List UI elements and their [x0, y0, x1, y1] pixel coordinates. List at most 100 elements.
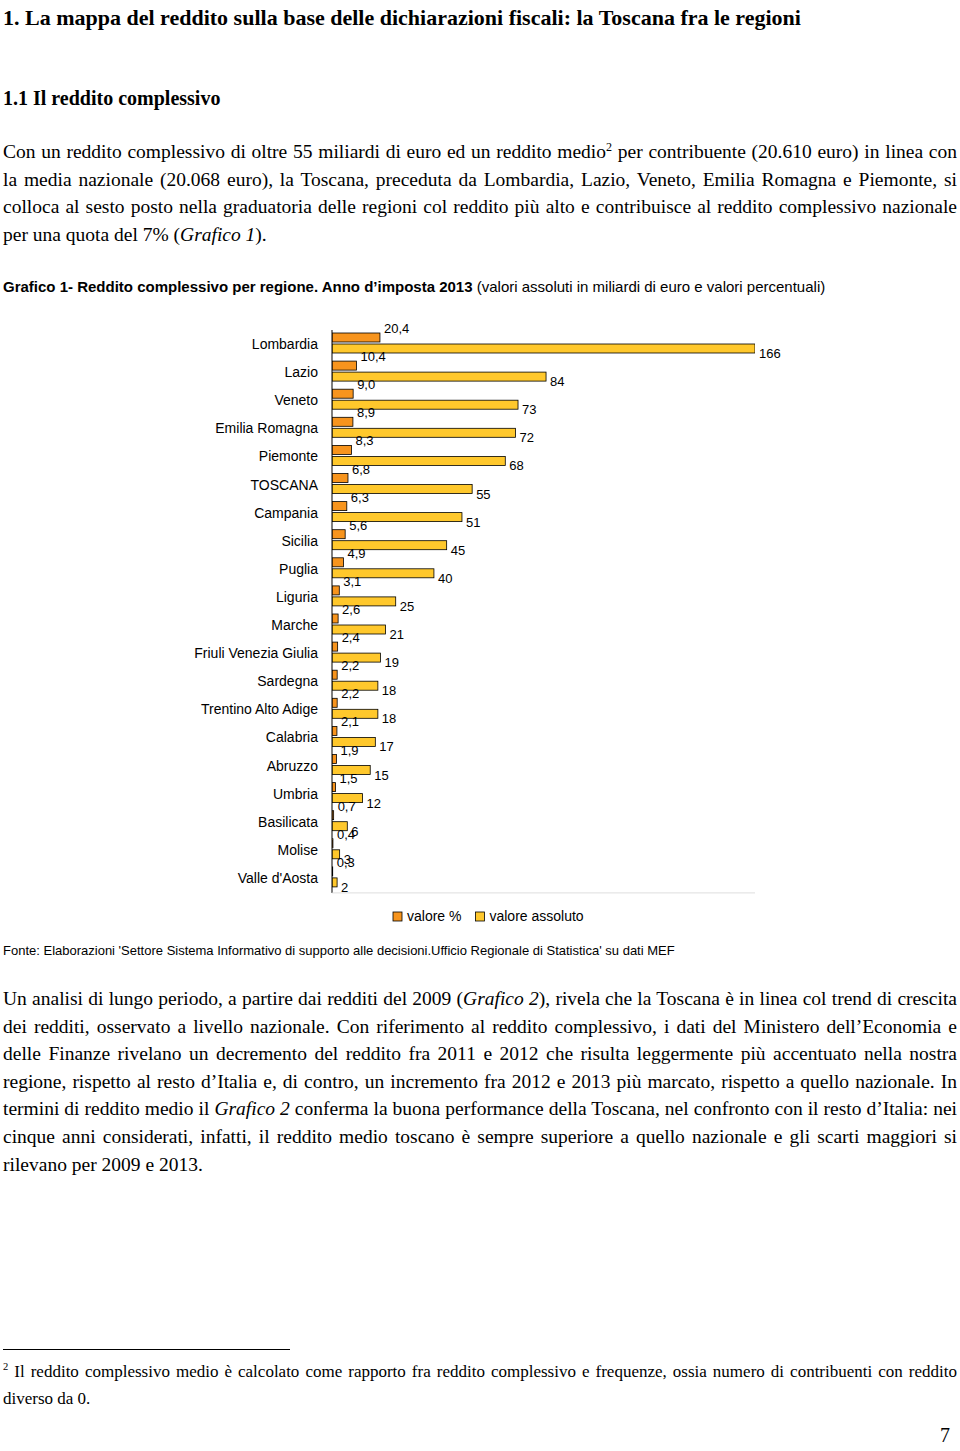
category-label: Lombardia — [252, 336, 318, 352]
data-label: 6,3 — [351, 490, 369, 505]
data-label: 3,1 — [343, 574, 361, 589]
bar — [332, 333, 380, 342]
bar — [332, 670, 337, 679]
data-label: 73 — [522, 402, 536, 417]
data-label: 8,9 — [357, 405, 375, 420]
data-label: 2,2 — [341, 658, 359, 673]
data-label: 40 — [438, 571, 452, 586]
page: {"heading": "1. La mappa del reddito sul… — [0, 0, 960, 1451]
page-number: 7 — [940, 1424, 950, 1447]
value-axis-line — [332, 892, 755, 893]
text-run: Grafico 1 — [180, 224, 255, 245]
data-label: 6,8 — [352, 462, 370, 477]
source: Fonte: Elaborazioni 'Settore Sistema Inf… — [3, 942, 957, 960]
bar — [332, 417, 353, 426]
category-label: TOSCANA — [251, 477, 319, 493]
subheading: 1.1 Il reddito complessivo — [3, 84, 957, 112]
legend: valore % valore assoluto — [393, 908, 584, 924]
text-run: Con un reddito complessivo di oltre 55 m… — [3, 141, 606, 162]
data-label: 3 — [344, 852, 351, 867]
legend-label: valore assoluto — [489, 908, 583, 924]
superscript: 2 — [606, 140, 612, 154]
data-label: 1,9 — [340, 743, 358, 758]
category-label: Veneto — [274, 392, 318, 408]
category-label: Campania — [254, 505, 318, 521]
text-run: Un analisi di lungo periodo, a partire d… — [3, 988, 463, 1009]
bar — [332, 558, 344, 567]
bar — [332, 586, 339, 595]
data-label: 18 — [382, 711, 396, 726]
data-label: 17 — [379, 739, 393, 754]
data-label: 84 — [550, 374, 564, 389]
legend-swatch — [475, 912, 484, 921]
data-label: 2,4 — [342, 630, 360, 645]
paragraph: Un analisi di lungo periodo, a partire d… — [3, 985, 957, 1178]
legend-label: valore % — [407, 908, 461, 924]
text-run: Grafico 2 — [463, 988, 539, 1009]
category-label: Molise — [278, 842, 319, 858]
category-label: Trentino Alto Adige — [201, 701, 318, 717]
bar — [332, 445, 352, 454]
bar — [332, 878, 337, 887]
category-label: Emilia Romagna — [215, 420, 318, 436]
category-axis-line — [332, 330, 333, 893]
category-label: Basilicata — [258, 814, 318, 830]
bar — [332, 389, 353, 398]
data-label: 2,6 — [342, 602, 360, 617]
data-label: 68 — [509, 458, 523, 473]
category-label: Abruzzo — [267, 758, 319, 774]
bar — [332, 755, 336, 764]
category-label: Sicilia — [281, 533, 318, 549]
category-label: Sardegna — [257, 673, 318, 689]
data-label: 2,2 — [341, 686, 359, 701]
category-label: Umbria — [273, 786, 318, 802]
data-label: 72 — [519, 430, 533, 445]
data-label: 51 — [466, 515, 480, 530]
data-label: 12 — [367, 796, 381, 811]
bar — [332, 474, 348, 483]
data-label: 19 — [384, 655, 398, 670]
category-label: Puglia — [279, 561, 318, 577]
footnote-rule — [3, 1349, 290, 1350]
data-label: 20,4 — [384, 321, 409, 336]
category-label: Friuli Venezia Giulia — [194, 645, 318, 661]
heading: 1. La mappa del reddito sulla base delle… — [3, 2, 957, 33]
text-run: ). — [255, 224, 266, 245]
data-label: 9,0 — [357, 377, 375, 392]
data-label: 18 — [382, 683, 396, 698]
data-label: 6 — [351, 824, 358, 839]
data-label: 15 — [374, 768, 388, 783]
text-run: Il reddito complessivo medio è calcolato… — [3, 1362, 957, 1408]
chart-caption: Grafico 1- Reddito complessivo per regio… — [3, 276, 957, 297]
data-label: 45 — [451, 543, 465, 558]
data-label: 10,4 — [360, 349, 385, 364]
bar — [332, 642, 338, 651]
data-label: 25 — [400, 599, 414, 614]
paragraph: Con un reddito complessivo di oltre 55 m… — [3, 138, 957, 248]
data-label: 0,7 — [338, 799, 356, 814]
bar — [332, 502, 347, 511]
bar — [332, 698, 337, 707]
text-run: Grafico 1- Reddito complessivo per regio… — [3, 278, 473, 295]
bar — [332, 344, 755, 353]
bar — [332, 530, 345, 539]
data-label: 166 — [759, 346, 781, 361]
bar — [332, 726, 337, 735]
bar — [332, 361, 356, 370]
data-label: 5,6 — [349, 518, 367, 533]
data-label: 55 — [476, 487, 490, 502]
data-label: 2,1 — [341, 714, 359, 729]
bar — [332, 783, 336, 792]
data-label: 1,5 — [340, 771, 358, 786]
superscript: 2 — [3, 1361, 8, 1372]
legend-swatch — [393, 912, 402, 921]
category-label: Liguria — [276, 589, 318, 605]
category-label: Marche — [271, 617, 318, 633]
footnote: 2 Il reddito complessivo medio è calcola… — [3, 1358, 957, 1412]
category-label: Lazio — [285, 364, 319, 380]
data-label: 8,3 — [356, 433, 374, 448]
bar — [332, 614, 338, 623]
category-label: Calabria — [266, 729, 318, 745]
data-label: 4,9 — [348, 546, 366, 561]
text-run: Grafico 2 — [214, 1098, 289, 1119]
